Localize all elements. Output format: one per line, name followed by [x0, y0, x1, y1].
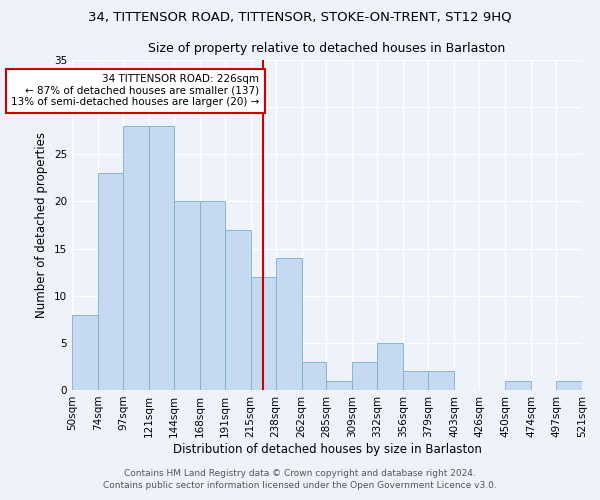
Bar: [149, 126, 174, 390]
Bar: [200, 202, 224, 390]
Bar: [556, 380, 582, 390]
Bar: [505, 380, 531, 390]
Bar: [123, 126, 149, 390]
Bar: [302, 362, 326, 390]
Y-axis label: Number of detached properties: Number of detached properties: [35, 132, 49, 318]
Bar: [98, 173, 123, 390]
Bar: [403, 371, 428, 390]
Bar: [72, 314, 98, 390]
Bar: [582, 380, 600, 390]
X-axis label: Distribution of detached houses by size in Barlaston: Distribution of detached houses by size …: [173, 442, 481, 456]
Bar: [352, 362, 377, 390]
Title: Size of property relative to detached houses in Barlaston: Size of property relative to detached ho…: [148, 42, 506, 54]
Bar: [275, 258, 302, 390]
Text: 34 TITTENSOR ROAD: 226sqm
← 87% of detached houses are smaller (137)
13% of semi: 34 TITTENSOR ROAD: 226sqm ← 87% of detac…: [11, 74, 259, 108]
Bar: [251, 277, 275, 390]
Text: Contains HM Land Registry data © Crown copyright and database right 2024.
Contai: Contains HM Land Registry data © Crown c…: [103, 468, 497, 490]
Bar: [224, 230, 251, 390]
Bar: [428, 371, 454, 390]
Bar: [377, 343, 403, 390]
Bar: [326, 380, 352, 390]
Bar: [174, 202, 200, 390]
Text: 34, TITTENSOR ROAD, TITTENSOR, STOKE-ON-TRENT, ST12 9HQ: 34, TITTENSOR ROAD, TITTENSOR, STOKE-ON-…: [88, 10, 512, 23]
